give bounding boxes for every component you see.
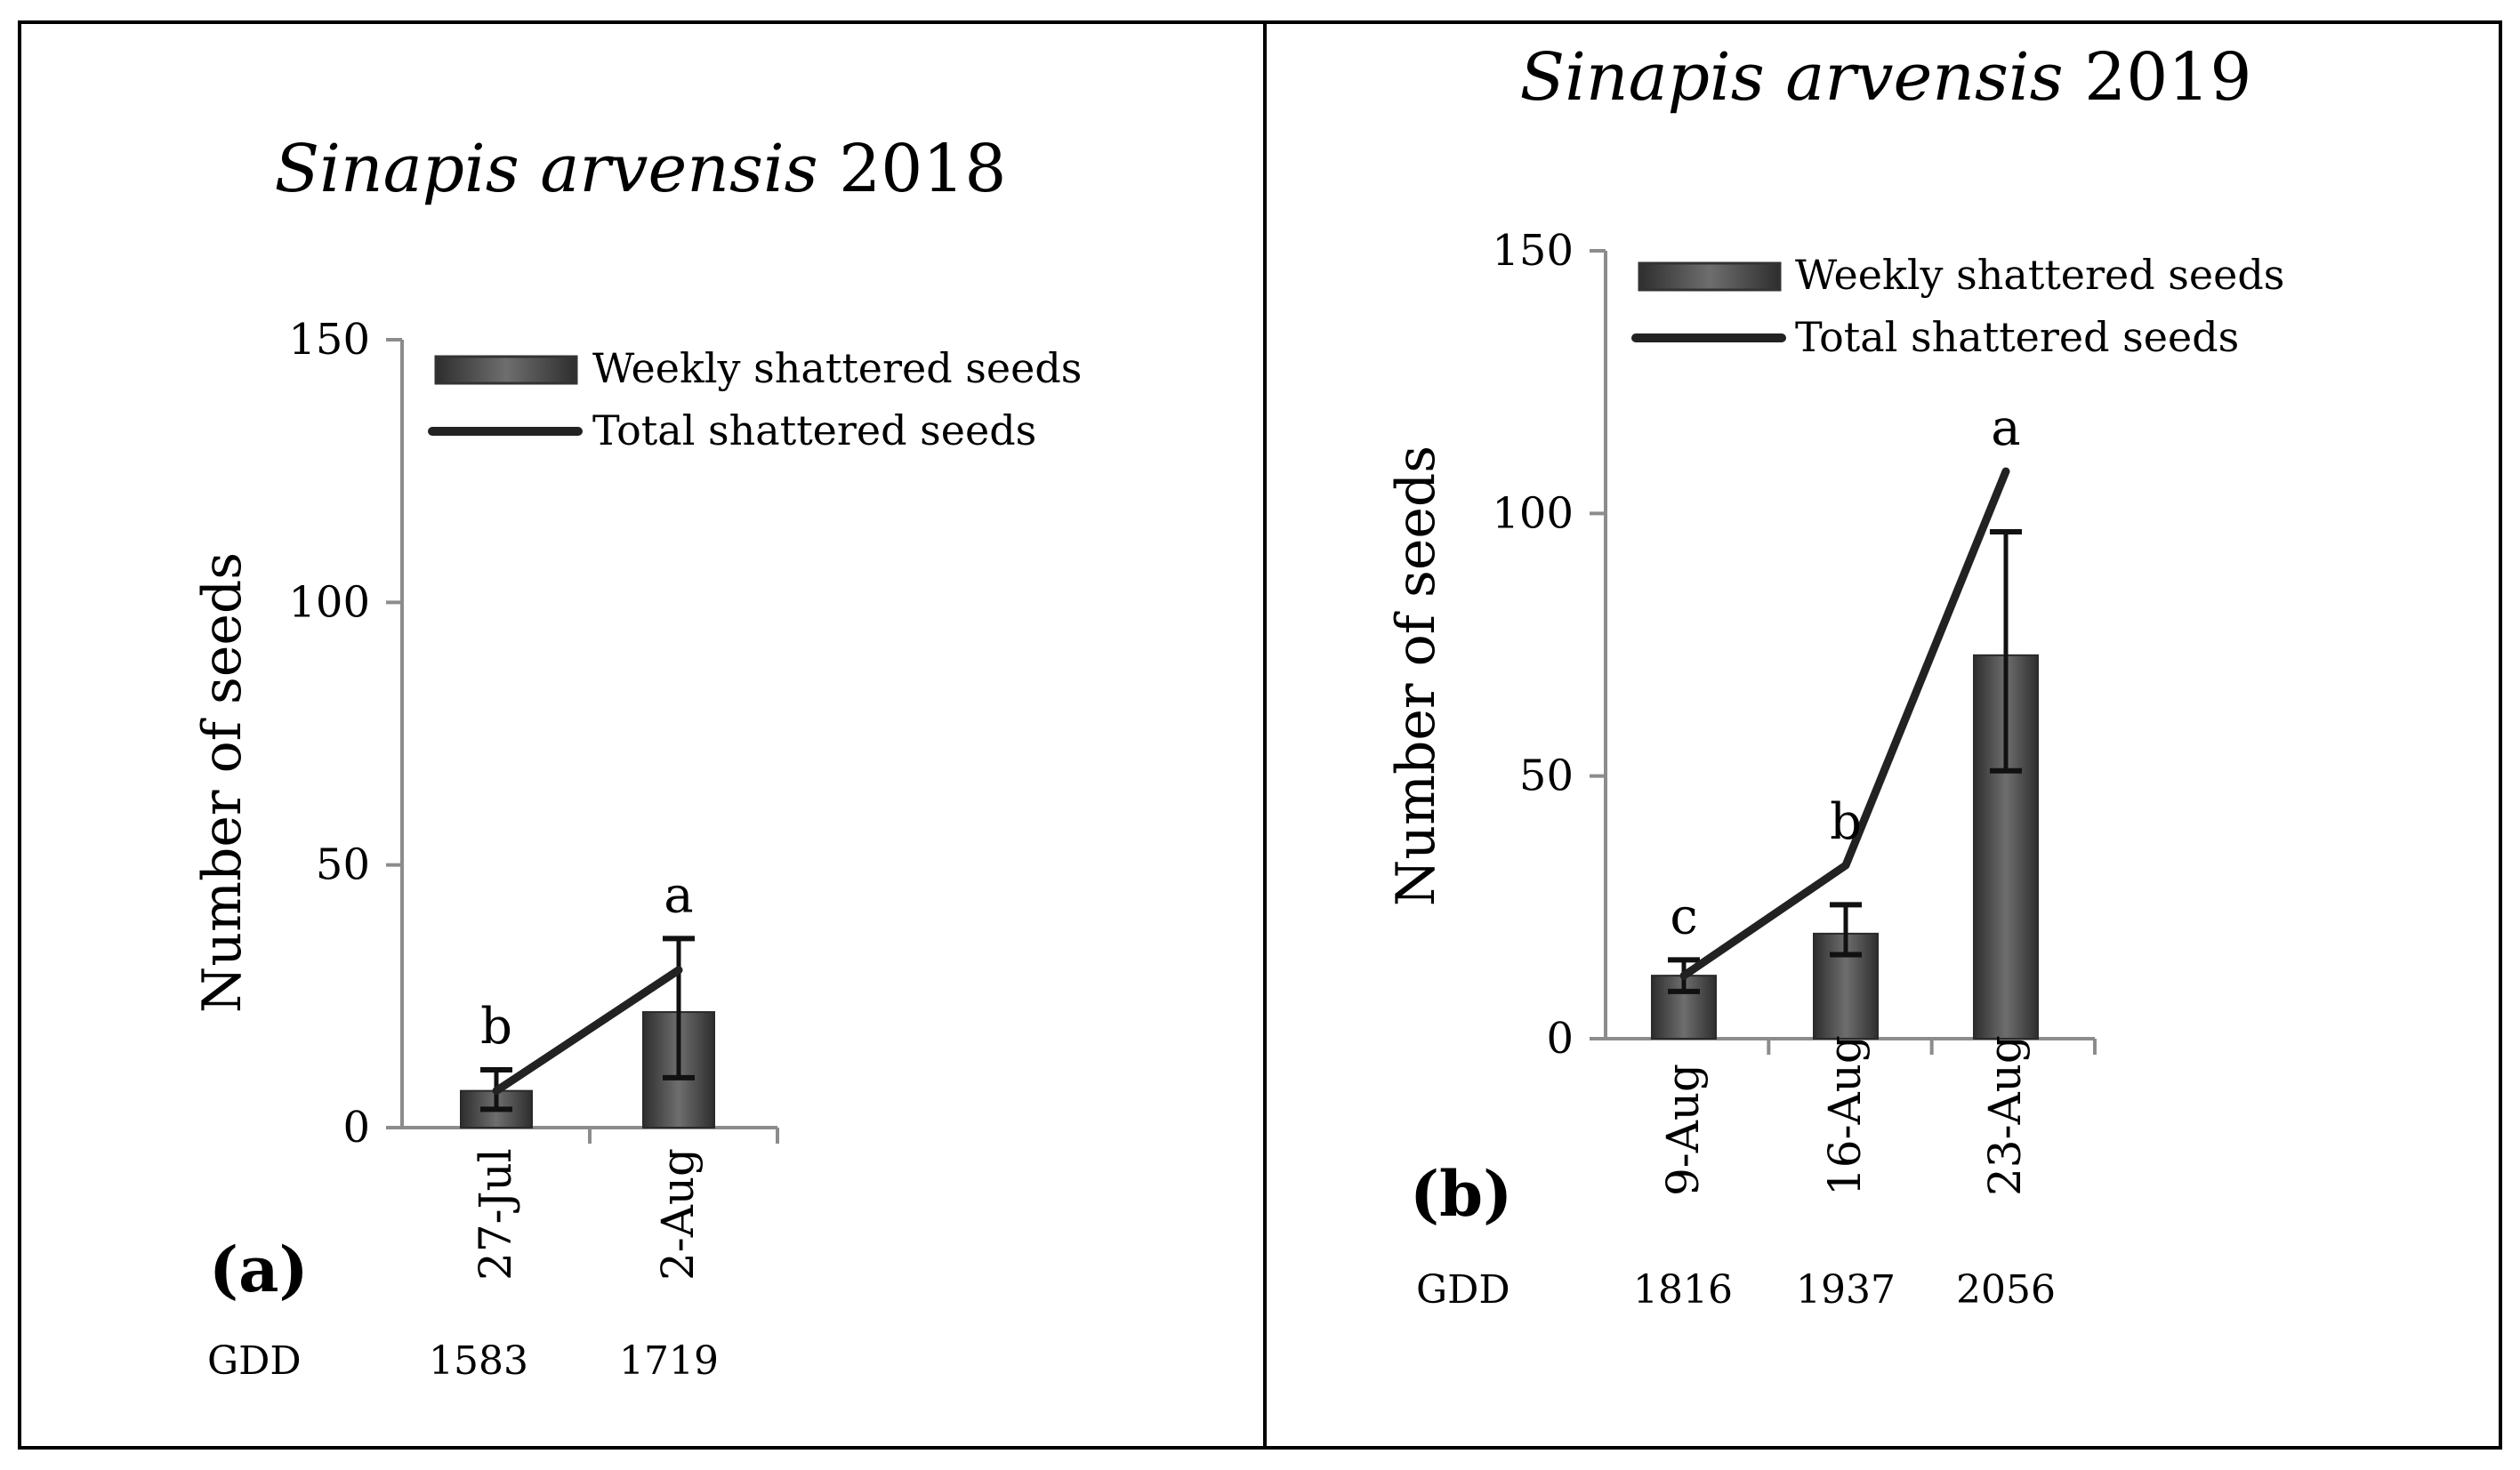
y-tick-label: 100 bbox=[288, 577, 370, 627]
panel-a-gdd-label: GDD bbox=[207, 1338, 302, 1384]
panel-a-y-axis-label: Number of seeds bbox=[191, 552, 254, 1013]
panel-a-label: (a) bbox=[209, 1233, 309, 1306]
significance-letter: b bbox=[1830, 793, 1862, 851]
panel-a-title-species: Sinapis arvensis bbox=[275, 131, 818, 207]
panel-b: Sinapis arvensis 2019 0 50 100 150 Number o… bbox=[1385, 39, 2284, 1313]
category-label: 23-Aug bbox=[1979, 1035, 2031, 1196]
panel-b-label: (b) bbox=[1410, 1157, 1512, 1231]
panel-b-total-line bbox=[1679, 467, 2010, 980]
panel-b-title: Sinapis arvensis 2019 bbox=[1520, 39, 2252, 116]
panel-b-title-year: 2019 bbox=[2084, 39, 2251, 116]
y-tick-label: 0 bbox=[342, 1103, 370, 1153]
panel-a-title-space bbox=[818, 131, 840, 207]
legend-swatch-weekly bbox=[434, 355, 578, 385]
legend-label-weekly: Weekly shattered seeds bbox=[1795, 251, 2284, 299]
category-label: 16-Aug bbox=[1819, 1035, 1871, 1196]
figure-frame bbox=[18, 20, 2502, 1450]
y-tick-label: 50 bbox=[1519, 751, 1574, 801]
significance-letter: a bbox=[1991, 399, 2020, 457]
panel-b-gdd-label: GDD bbox=[1416, 1267, 1510, 1313]
significance-letter: b bbox=[480, 998, 512, 1056]
legend-label-total: Total shattered seeds bbox=[592, 406, 1036, 454]
y-tick-label: 150 bbox=[1492, 226, 1574, 276]
panel-a-legend: Weekly shattered seeds Total shattered s… bbox=[428, 344, 1082, 454]
panel-a-total-line bbox=[492, 966, 683, 1096]
gdd-value: 2056 bbox=[1956, 1267, 2056, 1313]
panel-a-title: Sinapis arvensis 2018 bbox=[275, 131, 1007, 207]
y-tick-label: 0 bbox=[1546, 1014, 1574, 1064]
panel-a: Sinapis arvensis 2018 0 50 100 150 Number o… bbox=[191, 131, 1082, 1384]
legend-label-weekly: Weekly shattered seeds bbox=[592, 344, 1082, 392]
panel-b-y-axis-label: Number of seeds bbox=[1385, 446, 1447, 906]
legend-swatch-weekly bbox=[1638, 261, 1782, 292]
y-tick-label: 50 bbox=[316, 840, 370, 890]
bar bbox=[1651, 975, 1717, 1040]
panel-b-legend: Weekly shattered seeds Total shattered s… bbox=[1631, 251, 2284, 361]
y-tick-label: 100 bbox=[1492, 488, 1574, 538]
gdd-value: 1816 bbox=[1633, 1267, 1733, 1313]
category-label: 27-Jul bbox=[470, 1148, 521, 1281]
legend-label-total: Total shattered seeds bbox=[1795, 313, 2239, 361]
gdd-value: 1583 bbox=[429, 1338, 528, 1384]
panel-b-title-species: Sinapis arvensis bbox=[1520, 39, 2064, 116]
gdd-value: 1937 bbox=[1796, 1267, 1896, 1313]
gdd-value: 1719 bbox=[619, 1338, 719, 1384]
category-label: 9-Aug bbox=[1657, 1064, 1709, 1196]
significance-letter: a bbox=[664, 866, 693, 924]
panel-b-title-space bbox=[2064, 39, 2085, 116]
category-label: 2-Aug bbox=[652, 1148, 704, 1281]
y-tick-label: 150 bbox=[288, 315, 370, 365]
panel-a-title-year: 2018 bbox=[839, 131, 1006, 207]
significance-letter: c bbox=[1670, 888, 1697, 945]
